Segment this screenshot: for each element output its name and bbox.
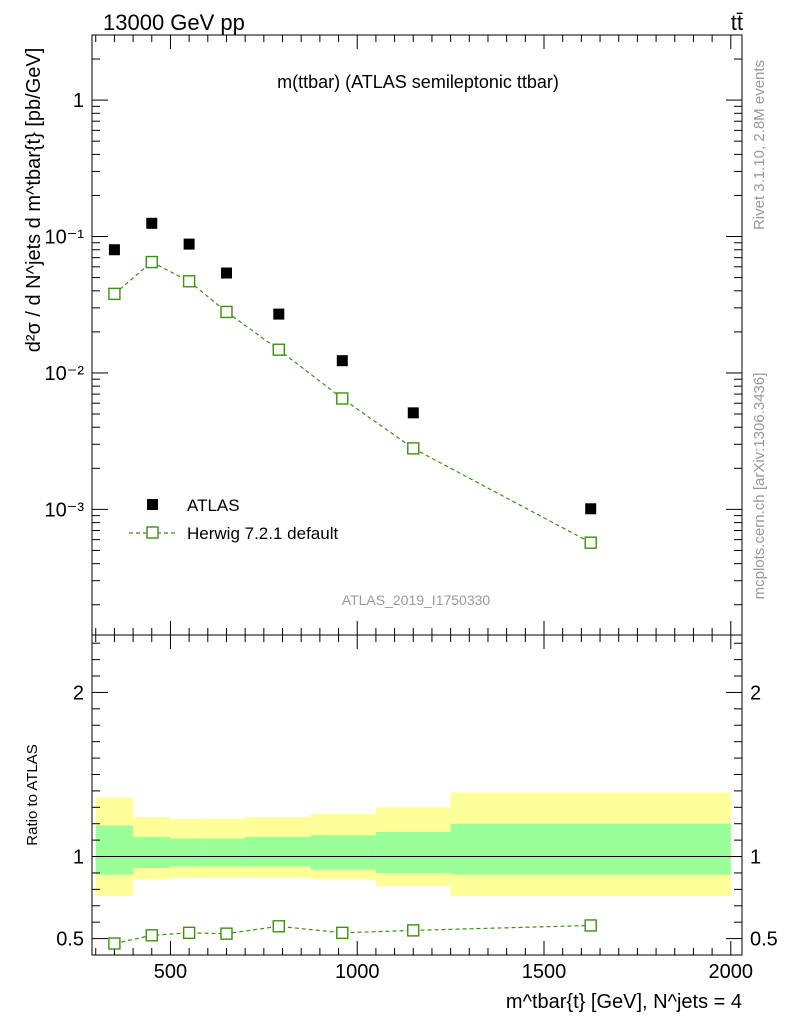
rivet-version-label: Rivet 3.1.10, 2.8M events — [751, 60, 768, 230]
herwig-line — [114, 261, 591, 544]
legend-atlas-label: ATLAS — [187, 496, 240, 515]
atlas-data-point — [407, 407, 419, 419]
ratio-green-band — [375, 831, 451, 873]
herwig-data-point — [182, 275, 196, 288]
x-tick-label: 500 — [154, 961, 187, 983]
main-y-tick-label: 10⁻¹ — [45, 227, 85, 249]
ratio-y-label: Ratio to ATLAS — [24, 744, 41, 845]
mcplots-label: mcplots.cern.ch [arXiv:1306.3436] — [751, 373, 768, 600]
ratio-green-band — [450, 823, 731, 875]
beam-label: 13000 GeV pp — [103, 10, 245, 35]
process-label: tt̄ — [731, 10, 743, 35]
legend-herwig-label: Herwig 7.2.1 default — [187, 524, 338, 543]
legend: ATLAS Herwig 7.2.1 default — [129, 496, 338, 543]
ratio-green-band — [170, 838, 208, 867]
ratio-herwig-line — [114, 924, 591, 945]
legend-herwig-marker — [146, 526, 159, 539]
x-axis-label: m^tbar{t} [GeV], N^jets = 4 — [506, 991, 742, 1013]
ratio-green-band — [95, 825, 134, 875]
ratio-y-tick-label-left: 0.5 — [56, 929, 84, 951]
ratio-green-band — [133, 836, 171, 869]
herwig-data-point — [108, 287, 121, 301]
ratio-herwig-point — [145, 929, 158, 942]
atlas-data-point — [146, 217, 158, 229]
ratio-frame — [91, 634, 743, 956]
main-frame — [91, 34, 743, 636]
atlas-data-point — [183, 238, 195, 250]
herwig-data-point — [584, 536, 597, 549]
ratio-panel: 0.5 0.5 1 1 2 2 500 1000 1500 2000 Ratio to ATLAS… — [24, 634, 778, 1013]
atlas-data-point — [220, 267, 232, 279]
main-title: m(ttbar) (ATLAS semileptonic ttbar) — [277, 72, 559, 92]
ratio-herwig-point — [407, 924, 420, 937]
ratio-herwig-point — [272, 920, 285, 933]
main-y-label: d²σ / d N^jets d m^tbar{t} [pb/GeV] — [23, 48, 45, 353]
x-tick-label: 2000 — [709, 961, 754, 983]
herwig-data-point — [407, 442, 420, 455]
analysis-tag: ATLAS_2019_I1750330 — [342, 592, 491, 608]
ratio-herwig-point — [108, 937, 121, 950]
ratio-y-tick-label-right: 2 — [750, 682, 761, 704]
ratio-herwig-point — [220, 927, 233, 940]
herwig-data-point — [145, 255, 158, 269]
main-y-tick-label: 10⁻² — [45, 363, 85, 385]
x-tick-label: 1500 — [522, 961, 567, 983]
ratio-y-tick-label-left: 2 — [73, 682, 84, 704]
atlas-data-point — [336, 355, 348, 367]
legend-atlas-marker — [147, 499, 158, 510]
atlas-data-point — [108, 244, 120, 256]
ratio-y-tick-label-right: 0.5 — [750, 929, 778, 951]
ratio-herwig-point — [584, 919, 597, 932]
ratio-y-tick-label-left: 1 — [73, 847, 84, 869]
atlas-data-point — [585, 503, 597, 515]
herwig-data-point — [272, 343, 285, 356]
ratio-herwig-point — [182, 926, 196, 940]
herwig-data-point — [220, 305, 233, 319]
x-tick-label: 1000 — [335, 961, 380, 983]
ratio-green-band — [310, 835, 376, 870]
main-y-tick-label: 10⁻³ — [45, 499, 85, 521]
ratio-herwig-point — [336, 926, 349, 940]
ratio-green-band — [207, 838, 246, 867]
main-panel: m(ttbar) (ATLAS semileptonic ttbar) ATLA… — [23, 34, 743, 636]
herwig-data-point — [336, 392, 349, 405]
ratio-green-band — [245, 836, 311, 867]
ratio-y-tick-label-right: 1 — [750, 847, 761, 869]
atlas-data-point — [273, 308, 285, 320]
main-y-tick-label: 1 — [73, 90, 84, 112]
